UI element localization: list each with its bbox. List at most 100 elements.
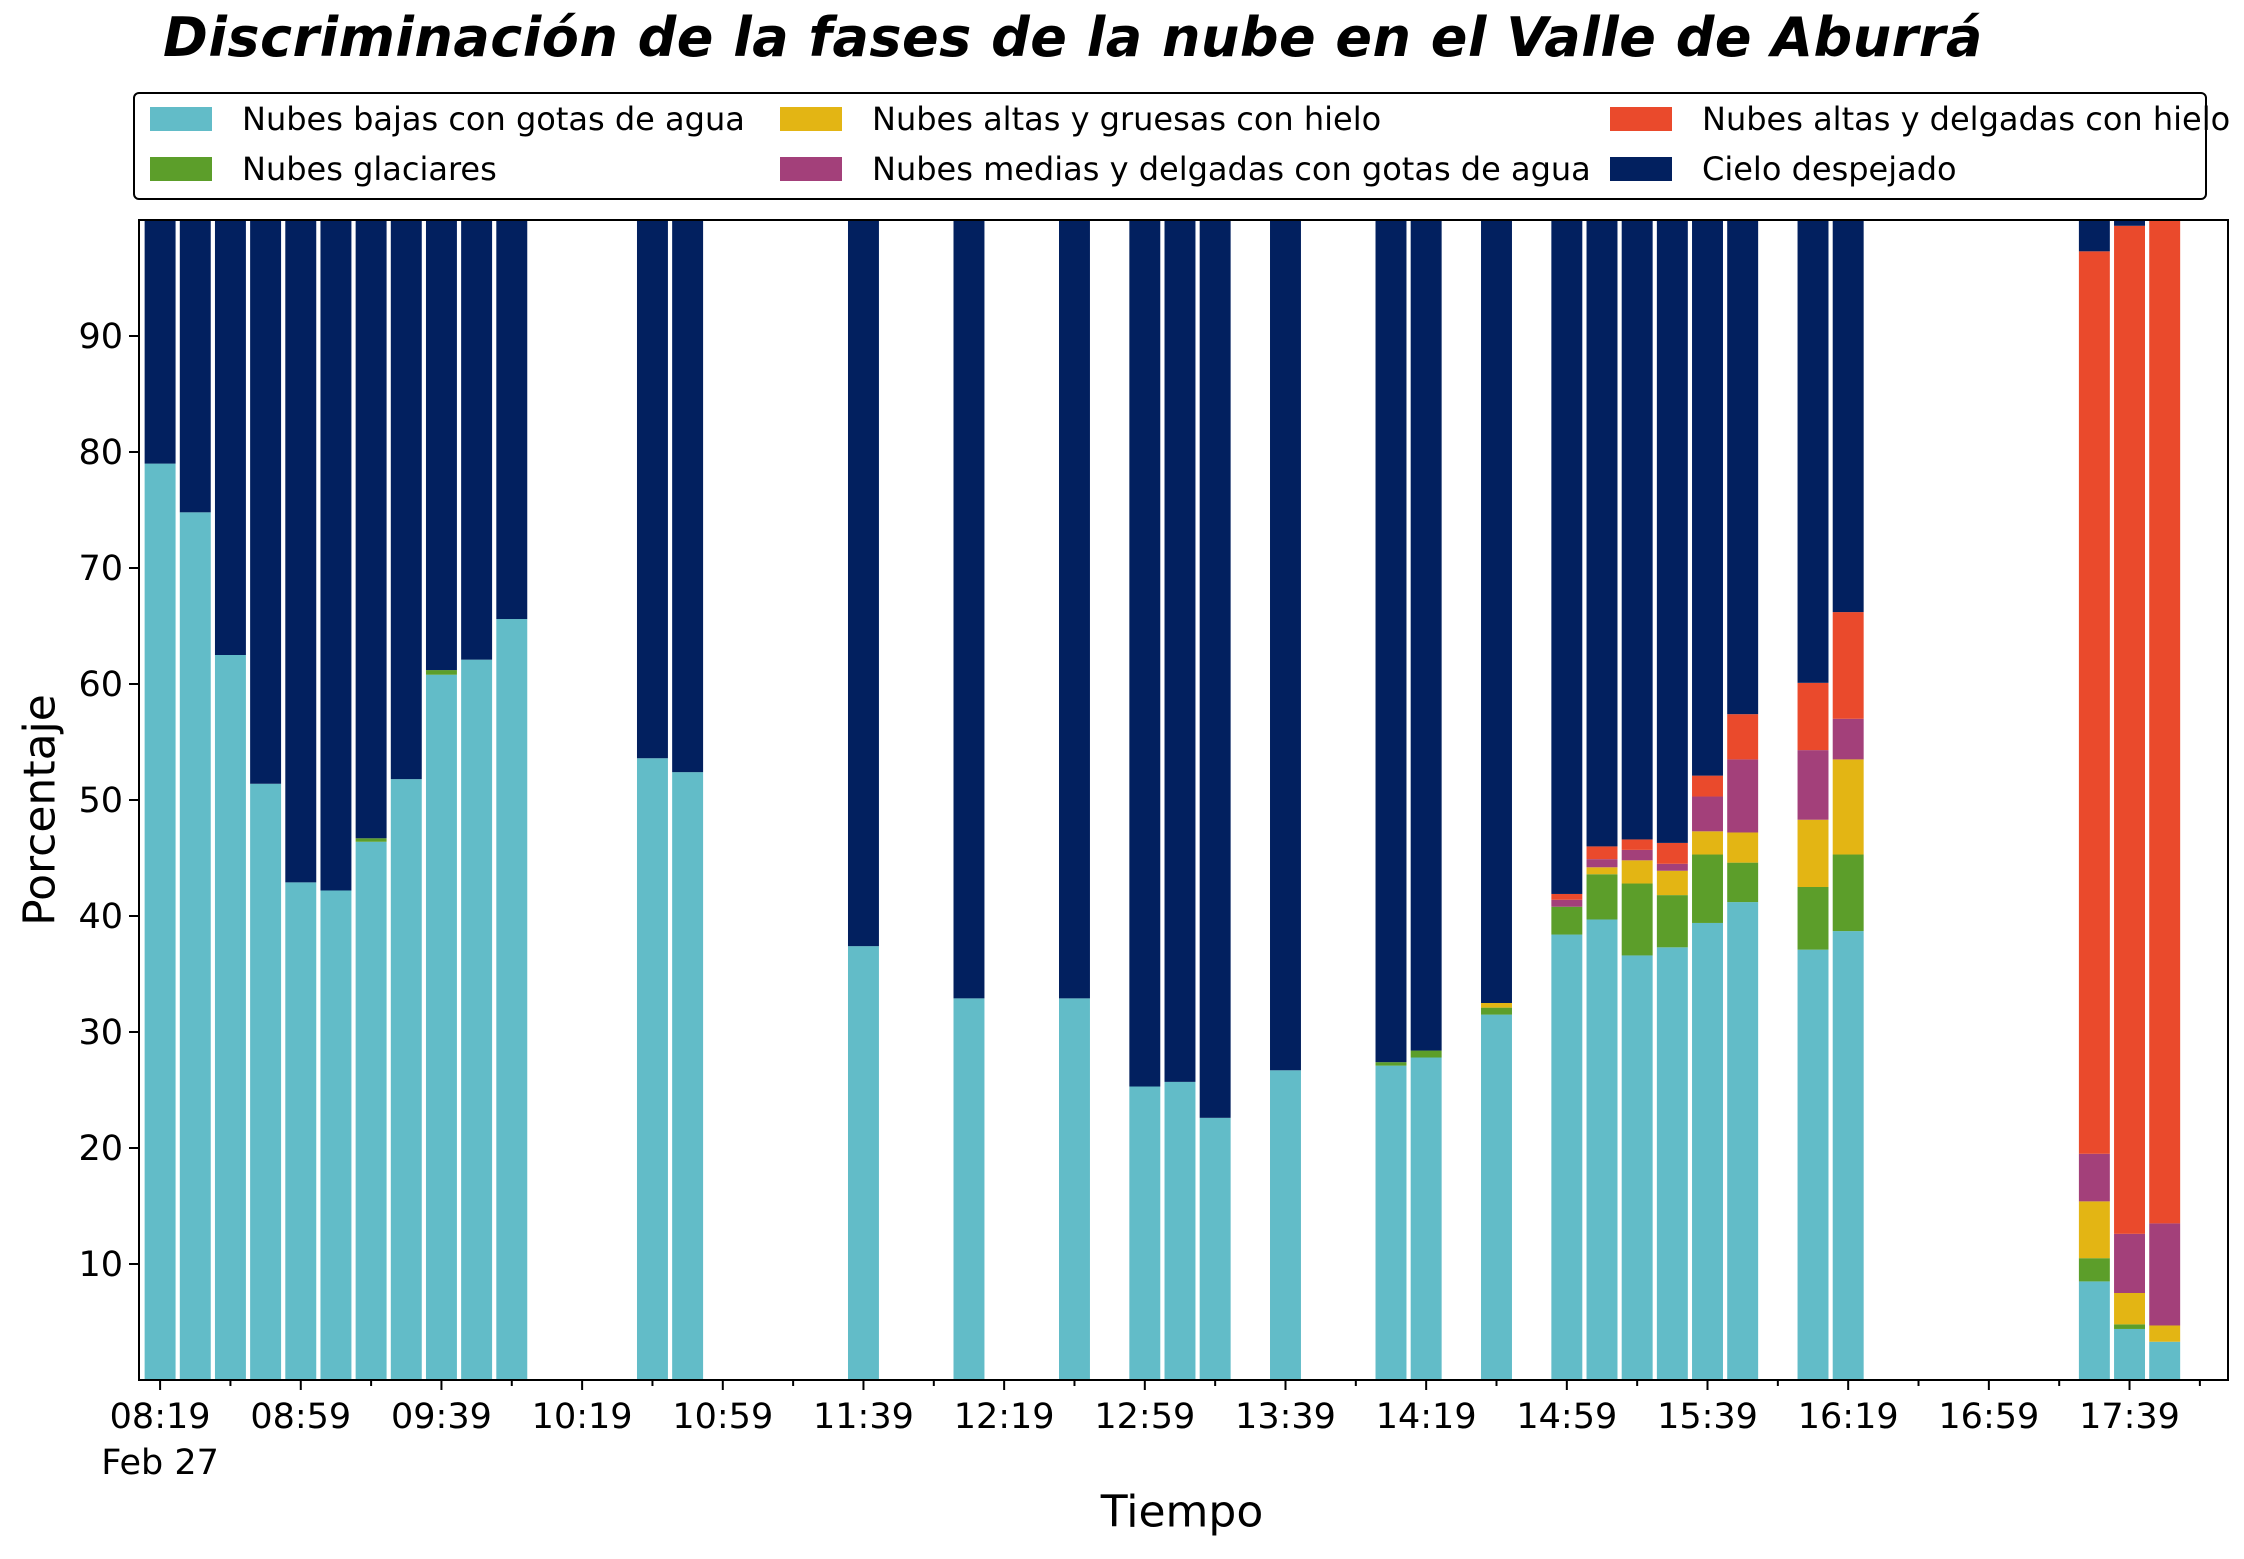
bar-segment [2149,1223,2181,1326]
x-axis: 08:19 Feb 27 08:59 09:39 10:19 10:59 11:39 12:1… [101,1380,2201,1483]
legend-item-cielo-despejado: Cielo despejado [1610,150,1957,188]
bar-segment [1832,759,1864,855]
bar-segment [1797,682,1829,751]
bar-segment [461,659,493,1380]
bar-segment [1375,220,1407,1063]
bar-segment [425,674,457,1380]
bar-segment [1727,862,1759,903]
bar-segment [1656,870,1688,896]
y-tick-label: 20 [78,1129,123,1169]
x-tick-date-label: Feb 27 [101,1443,219,1483]
bar-segment [1375,1062,1407,1066]
bar-segment [1797,887,1829,950]
legend-label: Nubes bajas con gotas de agua [242,100,745,138]
bar-segment [1727,902,1759,1380]
bar-segment [1621,955,1653,1380]
bar-segment [1621,860,1653,884]
legend-item-nubes-altas-gruesas: Nubes altas y gruesas con hielo [780,100,1381,138]
x-tick-label: 08:59 [250,1397,351,1437]
bar-segment [1727,832,1759,863]
y-axis-label: Porcentaje [14,694,66,926]
bar-segment [320,890,352,1380]
x-tick-label: 16:19 [1798,1397,1899,1437]
bar-segment [1621,849,1653,861]
x-tick-label: 14:19 [1376,1397,1477,1437]
bar-segment [1551,220,1583,894]
bar-segment [636,220,668,759]
bar-segment [496,619,528,1380]
bar-segment [1621,883,1653,956]
bar-segment [285,220,317,883]
bar-segment [1656,863,1688,871]
bar-segment [2078,1201,2110,1259]
x-tick-label: 16:59 [1938,1397,2039,1437]
bar-segment [2078,1153,2110,1202]
bar-segment [355,841,387,1380]
legend-swatch [780,157,842,181]
bar-segment [1481,1014,1512,1380]
y-tick-label: 10 [78,1245,123,1285]
bar-segment [1551,906,1583,935]
bar-segment [2114,225,2145,1234]
bar-segment [1410,1050,1442,1058]
bar-segment [1656,842,1688,864]
legend-label: Cielo despejado [1702,150,1957,188]
legend-label: Nubes altas y delgadas con hielo [1702,100,2231,138]
x-tick-label: 11:39 [813,1397,914,1437]
bar-segment [1621,839,1653,850]
x-tick-label: 14:59 [1516,1397,1617,1437]
bar-segment [355,220,387,839]
y-tick-label: 80 [78,433,123,473]
bar-segment [496,220,528,620]
y-tick-label: 50 [78,781,123,821]
bar-segment [1410,1057,1442,1380]
bar-segment [636,758,668,1380]
bar-segment [144,463,176,1381]
bar-segment [953,998,985,1380]
bar-segment [1832,931,1864,1380]
y-tick-label: 60 [78,665,123,705]
bar-segment [390,779,422,1380]
bar-segment [250,220,282,784]
bar-segment [390,220,422,780]
x-tick-label: 09:39 [391,1397,492,1437]
bar-segment [1481,220,1512,1003]
bar-segment [1481,1007,1512,1015]
bar-segment [1059,220,1090,999]
bar-segment [1586,846,1618,860]
x-tick-label: 08:19 [110,1397,211,1437]
bar-segment [2114,1293,2145,1325]
bar-segment [1727,759,1759,833]
bar-segment [672,772,704,1380]
y-tick-label: 70 [78,549,123,589]
bar-segment [1164,1081,1196,1380]
bar-segment [1797,220,1829,683]
y-axis: 10 20 30 40 50 60 70 80 90 [78,317,139,1285]
bar-segment [2149,220,2181,1224]
bar-segment [144,220,176,464]
bar-segment [2114,1324,2145,1329]
legend-item-nubes-medias-delgadas: Nubes medias y delgadas con gotas de agu… [780,150,1591,188]
bar-segment [1129,1086,1161,1380]
x-tick-label: 12:19 [954,1397,1055,1437]
bar-segment [2078,251,2110,1154]
x-tick-label: 15:39 [1657,1397,1758,1437]
bar-segment [1551,934,1583,1380]
x-tick-label: 10:19 [532,1397,633,1437]
bar-segment [425,670,457,675]
bar-segment [2149,1325,2181,1342]
bar-segment [1199,1117,1231,1380]
y-tick-label: 40 [78,897,123,937]
bar-segment [1129,220,1161,1087]
bar-segment [1727,220,1759,715]
bar-segment [1692,854,1723,923]
bar-segment [1692,775,1723,797]
bar-segment [1551,899,1583,907]
bar-segment [1692,220,1723,776]
bar-segment [1832,854,1864,932]
bar-segment [1656,220,1688,843]
bar-segment [1586,859,1618,868]
x-axis-label: Tiempo [1100,1486,1264,1538]
bar-segment [953,220,985,999]
y-tick-label: 30 [78,1013,123,1053]
